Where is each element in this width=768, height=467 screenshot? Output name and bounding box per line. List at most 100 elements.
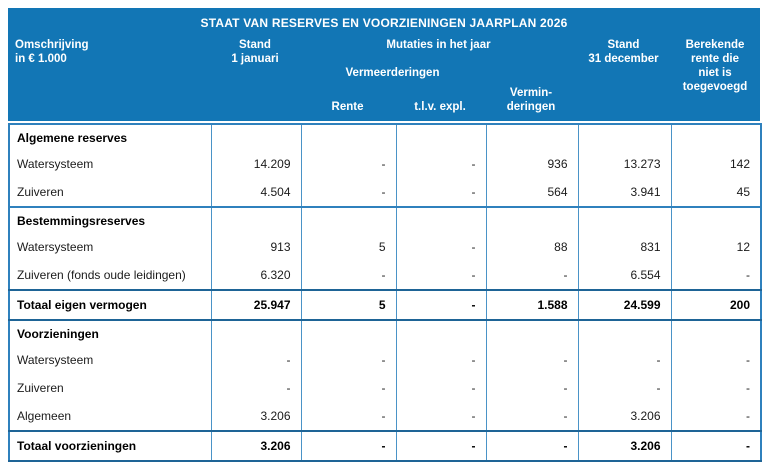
cell-value: 913: [210, 233, 301, 261]
row-label: Algemene reserves: [9, 123, 211, 150]
cell-value: -: [395, 289, 486, 321]
table-row: Watersysteem 14.209- -936 13.273 142: [9, 150, 761, 178]
cell-value: 3.206: [210, 430, 301, 462]
cell-value: -: [395, 346, 486, 374]
cell-value: -: [395, 233, 486, 261]
cell-value: -: [300, 150, 396, 178]
cell-value: -: [300, 374, 396, 402]
cell-value: [485, 319, 578, 346]
cell-value: -: [395, 178, 486, 207]
cell-value: 24.599: [577, 289, 671, 321]
col-header-stand-1-januari: Stand 1 januari: [231, 39, 279, 65]
cell-value: [670, 123, 761, 150]
cell-value: [670, 206, 761, 233]
cell-value: 6.554: [577, 261, 671, 290]
row-label: Bestemmingsreserves: [9, 206, 211, 233]
cell-value: -: [577, 346, 671, 374]
cell-value: [577, 206, 671, 233]
cell-value: [300, 319, 396, 346]
cell-value: 200: [670, 289, 761, 321]
cell-value: 564: [485, 178, 578, 207]
cell-value: -: [210, 346, 301, 374]
cell-value: -: [485, 430, 578, 462]
col-header-rente: Rente: [331, 101, 364, 113]
row-label: Zuiveren: [17, 185, 64, 199]
table-row: Voorzieningen: [9, 319, 761, 346]
cell-value: 4.504: [210, 178, 301, 207]
table-row: Bestemmingsreserves: [9, 206, 761, 233]
col-header-tlv-expl: t.l.v. expl.: [414, 101, 466, 113]
cell-value: 1.588: [485, 289, 578, 321]
cell-value: [300, 206, 396, 233]
cell-value: [395, 123, 486, 150]
cell-value: -: [485, 374, 578, 402]
cell-value: 3.941: [577, 178, 671, 207]
reserves-table: Algemene reserves Watersysteem 14.209- -936…: [8, 123, 762, 462]
col-header-stand-31-december: Stand 31 december: [588, 39, 659, 65]
cell-value: 831: [577, 233, 671, 261]
cell-value: -: [670, 374, 761, 402]
page-title: STAAT VAN RESERVES EN VOORZIENINGEN JAAR…: [200, 16, 568, 30]
cell-value: -: [395, 261, 486, 290]
cell-value: [577, 123, 671, 150]
cell-value: -: [670, 346, 761, 374]
cell-value: -: [485, 261, 578, 290]
row-label: Zuiveren (fonds oude leidingen): [17, 268, 186, 282]
table-row: Zuiveren - - - - - -: [9, 374, 761, 402]
cell-value: -: [577, 374, 671, 402]
cell-value: -: [395, 374, 486, 402]
row-label: Watersysteem: [17, 240, 94, 254]
col-group-vermeerderingen: Vermeerderingen: [345, 67, 440, 79]
cell-value: [210, 319, 301, 346]
row-label: Totaal voorzieningen: [9, 430, 211, 462]
cell-value: [577, 319, 671, 346]
cell-value: -: [485, 346, 578, 374]
table-row: Totaal eigen vermogen 25.947 5-1.588 24.599…: [9, 289, 761, 321]
cell-value: 5: [300, 289, 396, 321]
cell-value: -: [670, 402, 761, 431]
cell-value: 6.320: [210, 261, 301, 290]
row-label: Algemeen: [17, 409, 72, 423]
cell-value: 936: [485, 150, 578, 178]
cell-value: -: [485, 402, 578, 431]
cell-value: 3.206: [210, 402, 301, 431]
col-group-mutaties-in-het-jaar: Mutaties in het jaar: [386, 39, 491, 51]
cell-value: 88: [485, 233, 578, 261]
cell-value: 25.947: [210, 289, 301, 321]
column-header-row: Omschrijving in € 1.000 Stand 1 januari …: [8, 32, 760, 121]
cell-value: 3.206: [577, 402, 671, 431]
cell-value: -: [670, 261, 761, 290]
table-row: Watersysteem - - - - - -: [9, 346, 761, 374]
cell-value: 14.209: [210, 150, 301, 178]
row-label: Watersysteem: [17, 157, 94, 171]
row-label: Totaal eigen vermogen: [9, 289, 211, 321]
cell-value: 45: [670, 178, 761, 207]
table-row: Zuiveren (fonds oude leidingen) 6.320- - -6…: [9, 261, 761, 290]
table-row: Zuiveren 4.504- -564 3.941 45: [9, 178, 761, 207]
cell-value: -: [395, 402, 486, 431]
cell-value: -: [300, 402, 396, 431]
table-body: Algemene reserves Watersysteem 14.209- -936…: [9, 123, 761, 462]
cell-value: [210, 206, 301, 233]
table-row: Algemeen 3.206- - -3.206-: [9, 402, 761, 431]
cell-value: -: [300, 346, 396, 374]
cell-value: 13.273: [577, 150, 671, 178]
cell-value: 3.206: [577, 430, 671, 462]
cell-value: [395, 206, 486, 233]
cell-value: -: [670, 430, 761, 462]
cell-value: -: [395, 150, 486, 178]
cell-value: 12: [670, 233, 761, 261]
table-header-block: STAAT VAN RESERVES EN VOORZIENINGEN JAAR…: [8, 8, 760, 121]
row-label: Zuiveren: [17, 381, 64, 395]
cell-value: -: [300, 261, 396, 290]
row-label: Watersysteem: [17, 353, 94, 367]
cell-value: [300, 123, 396, 150]
cell-value: [485, 123, 578, 150]
cell-value: 5: [300, 233, 396, 261]
cell-value: -: [300, 430, 396, 462]
col-header-omschrijving: Omschrijving in € 1.000: [15, 39, 89, 65]
table-row: Totaal voorzieningen 3.206- - -3.206-: [9, 430, 761, 462]
cell-value: -: [300, 178, 396, 207]
cell-value: [395, 319, 486, 346]
cell-value: [670, 319, 761, 346]
